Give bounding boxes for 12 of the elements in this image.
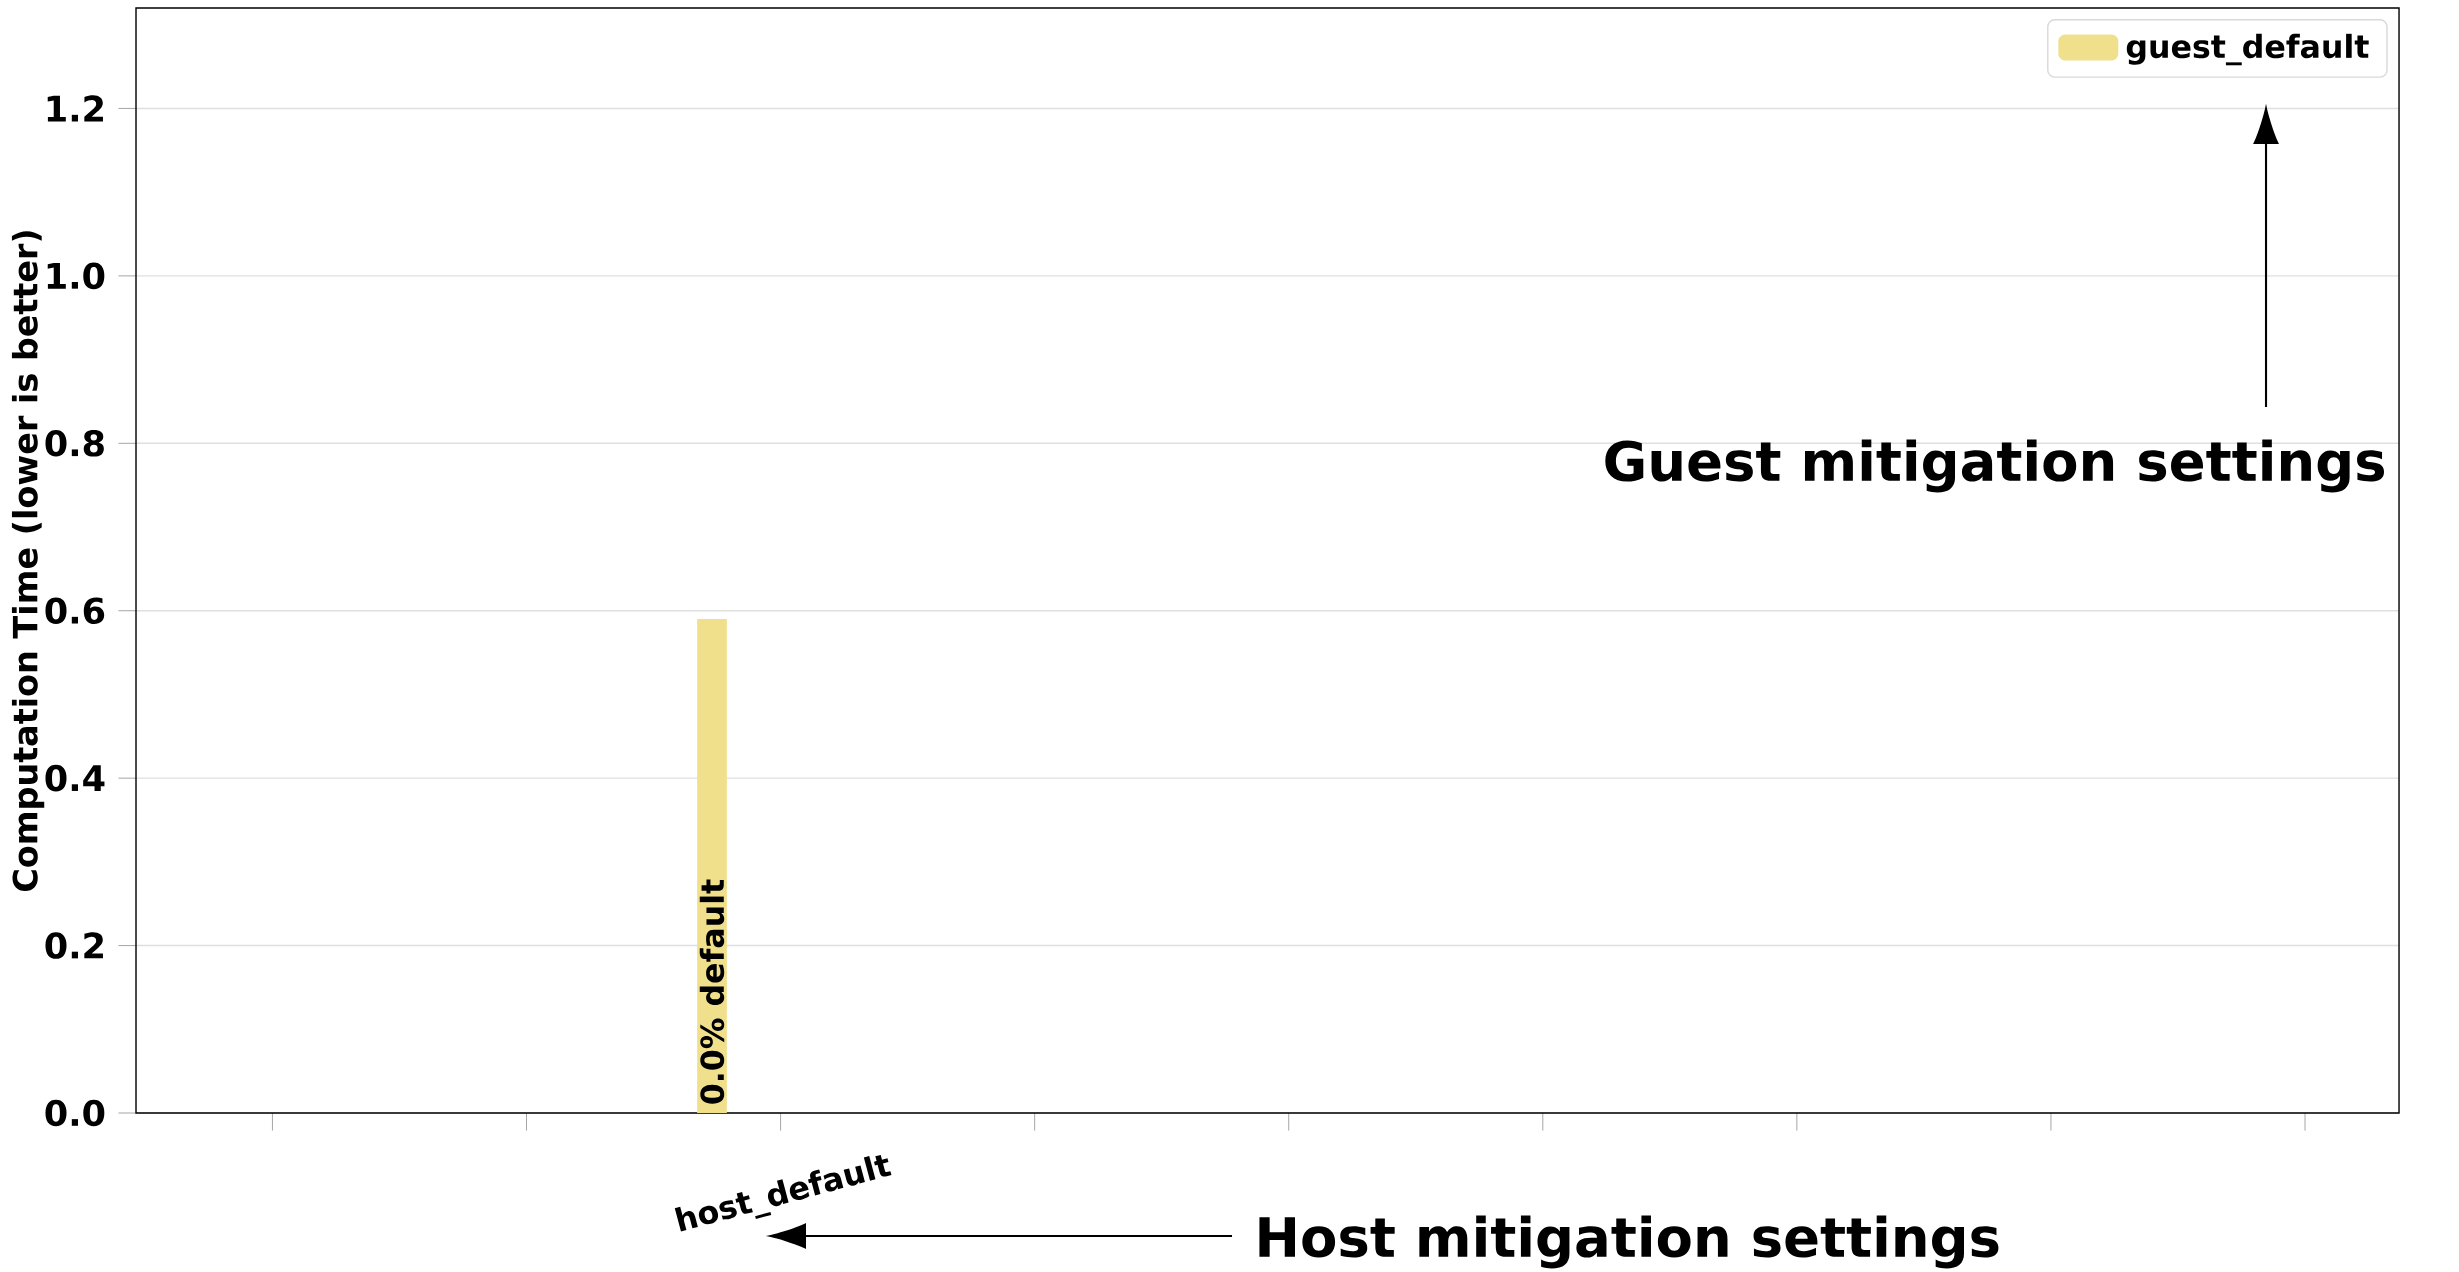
- text: Host mitigation settings: [1259, 1215, 1999, 1269]
- y-tick-label: 0.2: [45, 932, 103, 959]
- y-tick-label: 0.6: [45, 597, 105, 625]
- y-tick-label: 1.2: [47, 95, 103, 122]
- y-tick-label: 0.4: [45, 764, 105, 792]
- y-tick-label: 0.8: [45, 429, 104, 457]
- annotation: Guest mitigation settings: [1605, 439, 2385, 493]
- annotation: 0.0% default: [699, 879, 725, 1104]
- y-tick-label: 0.0: [45, 1099, 105, 1127]
- legend-label: guest_default: [2126, 33, 2369, 66]
- y-tick-label: 1.0: [47, 262, 105, 290]
- y-axis-title: Computation Time (lower is better): [11, 231, 45, 892]
